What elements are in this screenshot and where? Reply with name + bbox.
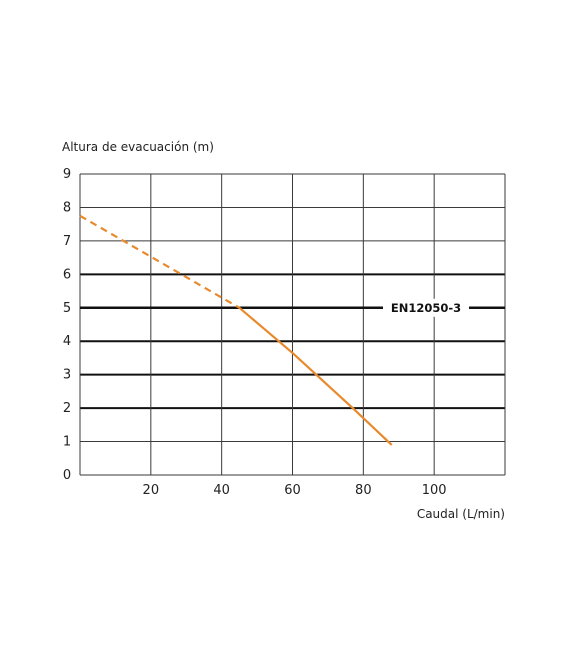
y-tick-labels: 0 1 2 3 4 5 6 7 8 9 bbox=[63, 167, 71, 483]
y-tick-label-3: 3 bbox=[63, 368, 71, 383]
y-tick-label-4: 4 bbox=[63, 334, 71, 349]
x-tick-labels: 20 40 60 80 100 bbox=[143, 483, 447, 498]
y-tick-label-7: 7 bbox=[63, 234, 71, 249]
x-tick-label-100: 100 bbox=[422, 483, 447, 498]
y-tick-label-5: 5 bbox=[63, 301, 71, 316]
series-0-dashed-segment bbox=[79, 214, 240, 309]
y-tick-label-8: 8 bbox=[63, 200, 71, 215]
series-0-solid-segment bbox=[238, 306, 393, 446]
y-axis-title: Altura de evacuación (m) bbox=[62, 140, 214, 154]
y-tick-label-1: 1 bbox=[63, 435, 71, 450]
grid bbox=[79, 173, 506, 476]
x-tick-label-60: 60 bbox=[284, 483, 301, 498]
x-tick-label-40: 40 bbox=[213, 483, 230, 498]
y-tick-label-0: 0 bbox=[63, 468, 71, 483]
reference-line-label: EN12050-3 bbox=[391, 301, 461, 315]
x-tick-label-80: 80 bbox=[355, 483, 372, 498]
reference-line: EN12050-3 bbox=[80, 298, 505, 317]
y-tick-label-6: 6 bbox=[63, 267, 71, 282]
x-tick-label-20: 20 bbox=[143, 483, 160, 498]
y-tick-label-9: 9 bbox=[63, 167, 71, 182]
y-tick-label-2: 2 bbox=[63, 401, 71, 416]
reference-line-label-bg bbox=[383, 298, 469, 317]
x-axis-title: Caudal (L/min) bbox=[417, 507, 505, 521]
series-layer bbox=[79, 214, 393, 446]
